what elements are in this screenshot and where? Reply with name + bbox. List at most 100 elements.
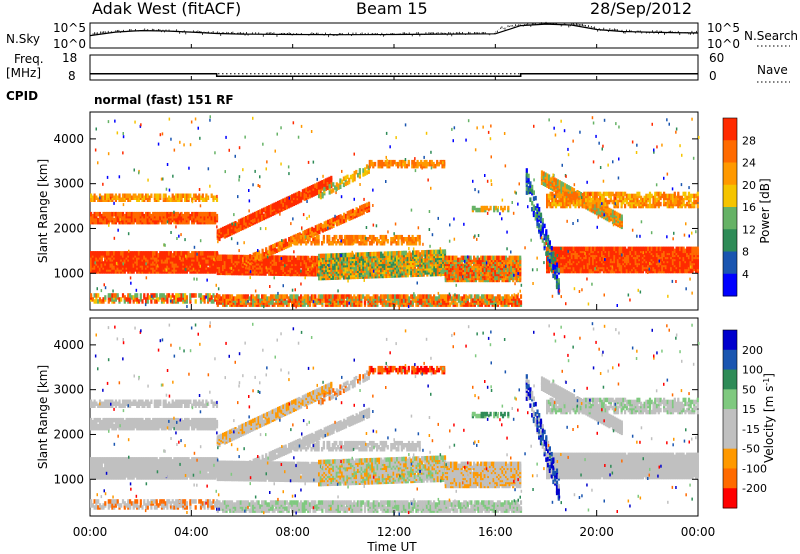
range-cell xyxy=(330,181,333,187)
range-cell xyxy=(198,197,201,202)
range-cell xyxy=(160,211,164,217)
range-cell xyxy=(450,255,453,261)
range-cell xyxy=(373,263,376,269)
range-cell xyxy=(198,257,201,262)
range-cell xyxy=(134,297,137,302)
range-cell xyxy=(406,252,409,258)
range-cell xyxy=(210,295,213,300)
range-cell xyxy=(252,212,255,218)
range-cell xyxy=(381,253,384,258)
range-cell xyxy=(378,251,381,257)
range-cell xyxy=(136,211,139,217)
range-cell xyxy=(223,230,226,235)
range-cell xyxy=(318,223,321,229)
range-cell xyxy=(199,251,203,256)
range-cell xyxy=(346,260,349,266)
range-cell xyxy=(155,211,158,217)
range-cell xyxy=(346,256,349,262)
range-cell xyxy=(145,251,148,256)
range-cell xyxy=(143,293,146,298)
range-cell xyxy=(148,267,151,272)
range-cell xyxy=(241,254,244,260)
range-cell xyxy=(175,259,178,264)
range-cell xyxy=(95,251,98,256)
range-cell xyxy=(239,254,242,260)
range-cell xyxy=(412,264,415,269)
range-cell xyxy=(199,299,203,304)
range-cell xyxy=(141,197,144,202)
range-cell xyxy=(371,262,374,267)
noise-left-label: N.Sky xyxy=(6,32,40,46)
range-cell xyxy=(278,200,281,205)
range-cell xyxy=(285,196,288,202)
range-cell xyxy=(222,226,225,232)
range-cell xyxy=(415,250,418,255)
range-cell xyxy=(480,275,483,281)
range-cell xyxy=(157,211,160,217)
range-cell xyxy=(189,213,192,219)
range-cell xyxy=(328,184,331,189)
range-cell xyxy=(116,215,119,221)
range-cell xyxy=(201,193,204,198)
range-cell xyxy=(141,217,144,223)
range-cell xyxy=(178,297,181,302)
range-cell xyxy=(314,255,317,261)
range-cell xyxy=(298,255,301,261)
range-cell xyxy=(357,252,360,257)
range-cell xyxy=(406,256,409,262)
range-cell xyxy=(435,249,438,255)
range-cell xyxy=(321,263,324,269)
range-cell xyxy=(367,272,370,277)
range-cell xyxy=(396,251,399,256)
range-cell xyxy=(178,197,181,202)
range-cell xyxy=(376,251,379,257)
range-cell xyxy=(451,265,454,271)
range-cell xyxy=(113,251,116,256)
range-cell xyxy=(480,255,483,261)
range-cell xyxy=(478,269,481,275)
range-cell xyxy=(289,242,293,247)
range-cell xyxy=(376,267,379,273)
range-cell xyxy=(256,251,259,256)
range-cell xyxy=(210,299,213,304)
range-cell xyxy=(373,251,376,257)
range-cell xyxy=(289,255,292,260)
range-cell xyxy=(90,251,93,256)
range-cell xyxy=(353,266,356,272)
range-cell xyxy=(111,193,114,198)
range-cell xyxy=(90,193,93,198)
range-cell xyxy=(93,299,96,304)
range-cell xyxy=(298,190,301,196)
range-cell xyxy=(275,248,278,253)
range-cell xyxy=(121,193,125,198)
range-cell xyxy=(422,258,425,263)
range-cell xyxy=(155,299,158,304)
range-cell xyxy=(330,175,333,181)
range-cell xyxy=(166,299,169,304)
range-cell xyxy=(438,249,441,254)
range-cell xyxy=(321,224,324,229)
range-cell xyxy=(185,299,188,304)
range-cell xyxy=(464,255,467,261)
range-cell xyxy=(191,251,194,256)
range-cell xyxy=(155,251,158,256)
range-cell xyxy=(268,271,271,276)
range-cell xyxy=(212,195,215,200)
range-cell xyxy=(164,251,167,256)
range-cell xyxy=(332,253,335,258)
range-cell xyxy=(271,255,274,260)
range-cell xyxy=(153,251,156,256)
range-cell xyxy=(323,179,326,184)
range-cell xyxy=(296,255,299,261)
range-cell xyxy=(440,249,443,254)
range-cell xyxy=(266,214,269,219)
range-cell xyxy=(325,253,328,258)
range-cell xyxy=(120,297,123,302)
range-cell xyxy=(284,238,287,243)
range-cell xyxy=(93,293,96,298)
range-cell xyxy=(225,225,228,230)
range-cell xyxy=(203,211,206,217)
range-cell xyxy=(134,193,137,198)
range-cell xyxy=(210,193,213,198)
